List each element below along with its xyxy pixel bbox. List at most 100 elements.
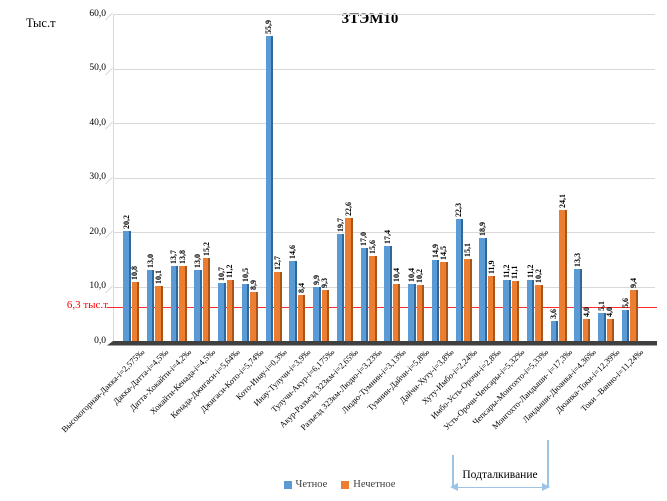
bar-odd bbox=[321, 290, 330, 341]
bar-value-label: 10,2 bbox=[415, 269, 425, 284]
y-tick-label: 20,0 bbox=[89, 226, 106, 237]
bar-even bbox=[218, 282, 226, 341]
odd-series-swatch bbox=[341, 480, 350, 489]
bar-even bbox=[194, 270, 202, 341]
bar-odd bbox=[369, 255, 377, 341]
bar-value-label: 13,3 bbox=[573, 252, 583, 267]
bar-even bbox=[621, 310, 630, 341]
bar-value-label: 5,6 bbox=[620, 298, 630, 309]
bar-value-label: 22,6 bbox=[344, 201, 354, 216]
bar-odd bbox=[179, 265, 187, 341]
gridline-wall-edge bbox=[105, 285, 113, 293]
bar-value-label: 13,0 bbox=[193, 254, 203, 269]
bar-value-label: 9,4 bbox=[629, 277, 639, 288]
bar-even bbox=[550, 321, 559, 341]
y-tick-label: 0,0 bbox=[94, 335, 106, 346]
bar-odd bbox=[226, 279, 235, 341]
bar-odd bbox=[345, 217, 353, 341]
bar-value-label: 17,4 bbox=[383, 230, 393, 245]
bar-value-label: 11,2 bbox=[225, 264, 235, 278]
bar-even bbox=[289, 261, 297, 341]
bar-odd bbox=[630, 289, 638, 341]
bar-value-label: 4,0 bbox=[581, 307, 591, 318]
bar-odd bbox=[297, 295, 306, 341]
bar-even bbox=[503, 279, 511, 341]
bar-odd bbox=[559, 209, 567, 341]
bar-even bbox=[146, 270, 155, 341]
bar-even bbox=[170, 266, 179, 341]
bar-value-label: 10,2 bbox=[534, 269, 544, 284]
reference-line bbox=[107, 306, 657, 308]
bar-value-label: 13,0 bbox=[145, 254, 155, 269]
bar-value-label: 19,7 bbox=[335, 217, 345, 232]
bracket-arrow-line bbox=[457, 486, 543, 488]
bar-even bbox=[574, 268, 582, 341]
legend-label-even: Четное bbox=[295, 479, 328, 490]
bar-odd bbox=[606, 319, 615, 341]
bar-value-label: 55,9 bbox=[264, 20, 274, 35]
legend-label-odd: Нечетное bbox=[353, 479, 396, 490]
bar-odd bbox=[440, 261, 448, 341]
bar-value-label: 10,1 bbox=[154, 269, 163, 284]
bar-even bbox=[598, 313, 606, 341]
bar-even bbox=[265, 36, 274, 341]
bar-value-label: 11,9 bbox=[486, 260, 496, 275]
bar-odd bbox=[131, 282, 139, 341]
bar-value-label: 11,1 bbox=[510, 264, 520, 279]
bar-odd bbox=[487, 276, 496, 341]
bar-even bbox=[526, 279, 535, 341]
y-axis-unit-label: Тыс.т bbox=[26, 16, 56, 30]
bracket-left-line bbox=[452, 455, 454, 488]
bar-even bbox=[313, 287, 321, 341]
bar-value-label: 15,2 bbox=[201, 242, 211, 257]
legend: Четное Нечетное bbox=[6, 479, 667, 490]
gridline-wall-edge bbox=[105, 121, 113, 130]
bar-odd bbox=[202, 258, 211, 341]
reference-line-label: 6,3 тыс.т bbox=[66, 299, 108, 311]
bar-odd bbox=[511, 280, 520, 341]
bar-value-label: 15,1 bbox=[462, 242, 472, 257]
bracket-arrowhead-right-icon bbox=[542, 483, 550, 491]
gridline-wall-edge bbox=[105, 230, 113, 239]
bar-value-label: 14,5 bbox=[439, 245, 449, 260]
bar-odd bbox=[535, 285, 543, 341]
bar-value-label: 8,4 bbox=[296, 283, 306, 294]
bar-value-label: 14,6 bbox=[288, 245, 298, 260]
bar-even bbox=[336, 233, 345, 341]
bar-value-label: 10,8 bbox=[130, 266, 140, 281]
bar-odd bbox=[416, 285, 425, 341]
bar-value-label: 20,2 bbox=[121, 214, 131, 229]
bracket-label: Подталкивание bbox=[462, 469, 538, 481]
legend-item-odd[interactable]: Нечетное bbox=[341, 479, 395, 490]
bar-even bbox=[241, 283, 250, 341]
gridline bbox=[113, 232, 655, 233]
bar-value-label: 3,6 bbox=[549, 309, 559, 320]
bracket-arrowhead-left-icon bbox=[450, 483, 458, 491]
bar-even bbox=[479, 237, 487, 341]
x-axis-floor bbox=[107, 341, 657, 346]
y-tick-label: 40,0 bbox=[89, 117, 106, 128]
y-tick-label: 50,0 bbox=[89, 63, 106, 73]
chart-title: 3ТЭМ10 bbox=[341, 11, 399, 27]
bar-even bbox=[431, 259, 440, 341]
bar-odd bbox=[392, 284, 401, 341]
bar-odd bbox=[155, 285, 163, 341]
gridline bbox=[113, 286, 655, 288]
gridline bbox=[113, 68, 655, 70]
bar-odd bbox=[250, 292, 258, 341]
bar-even bbox=[408, 284, 416, 341]
bar-value-label: 18,9 bbox=[478, 221, 488, 236]
bar-value-label: 24,1 bbox=[557, 193, 567, 208]
gridline bbox=[113, 14, 655, 15]
bar-value-label: 9,3 bbox=[320, 278, 330, 289]
legend-item-even[interactable]: Четное bbox=[283, 479, 328, 490]
bar-value-label: 22,3 bbox=[454, 203, 464, 218]
bar-value-label: 13,8 bbox=[177, 249, 187, 264]
gridline-wall-edge bbox=[105, 12, 113, 21]
bar-odd bbox=[274, 271, 282, 341]
bar-even bbox=[384, 246, 392, 341]
gridline bbox=[113, 123, 655, 124]
even-series-swatch bbox=[283, 480, 292, 489]
y-axis-line bbox=[113, 14, 114, 341]
